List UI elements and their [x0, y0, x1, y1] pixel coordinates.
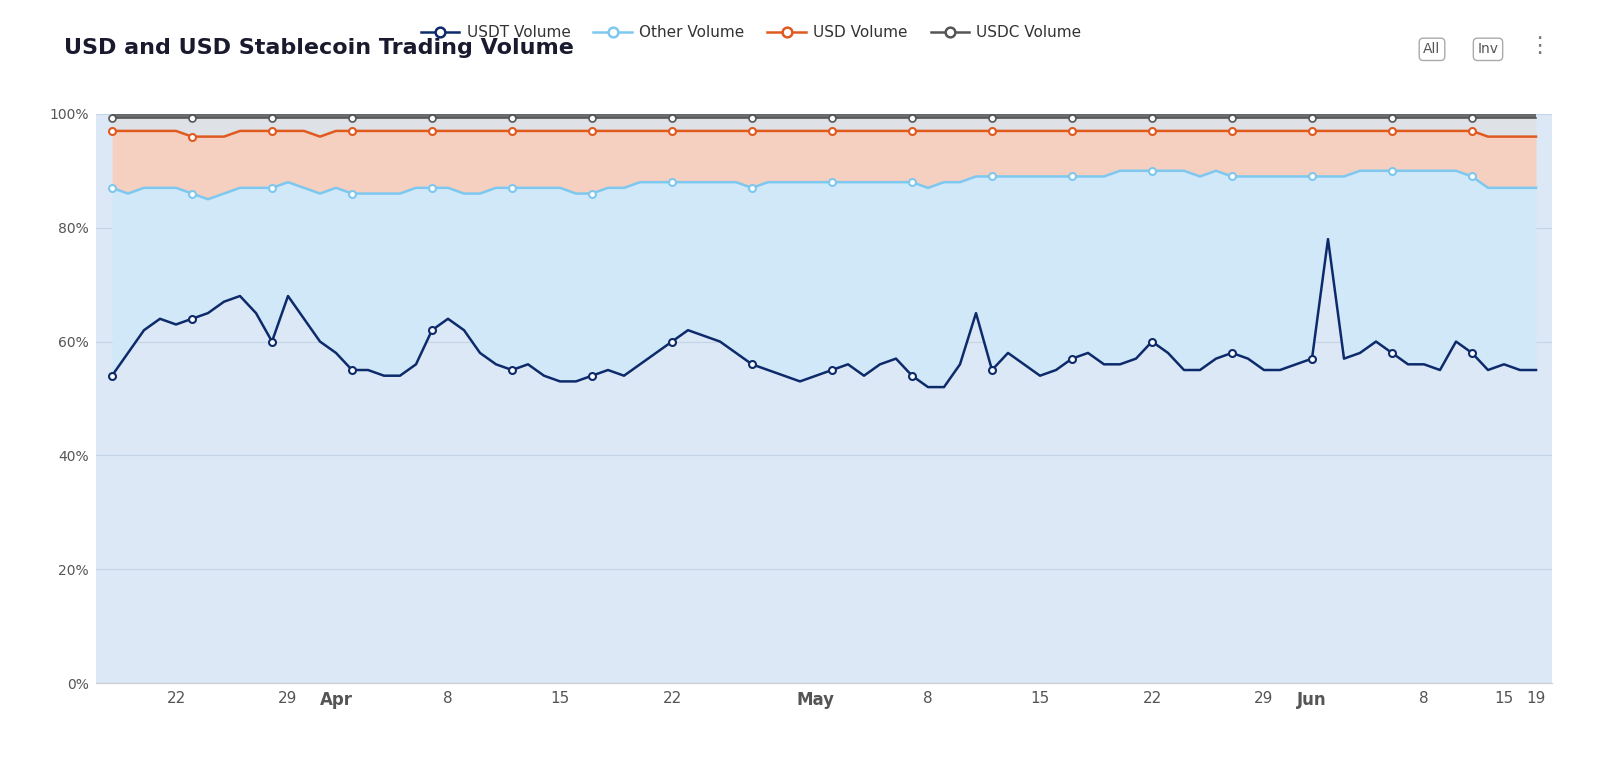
- Other Volume: [550, 183, 570, 192]
- USDT Volume: [1302, 354, 1322, 364]
- Other Volume: [1350, 166, 1370, 175]
- USDC Volume: [1462, 114, 1482, 123]
- Line: USD Volume: USD Volume: [109, 128, 1539, 140]
- Text: USD and USD Stablecoin Trading Volume: USD and USD Stablecoin Trading Volume: [64, 38, 574, 58]
- USD Volume: [550, 126, 570, 135]
- USDC Volume: [294, 114, 314, 123]
- Other Volume: [1110, 166, 1130, 175]
- Other Volume: [198, 194, 218, 203]
- USDT Volume: [1110, 360, 1130, 369]
- USDC Volume: [534, 114, 554, 123]
- USD Volume: [1110, 126, 1130, 135]
- USD Volume: [182, 132, 202, 141]
- USDC Volume: [1526, 114, 1546, 123]
- Text: Inv: Inv: [1477, 43, 1499, 56]
- Other Volume: [310, 189, 330, 198]
- USD Volume: [1478, 132, 1498, 141]
- Other Volume: [1318, 172, 1338, 181]
- USDT Volume: [1350, 348, 1370, 357]
- Other Volume: [1526, 183, 1546, 192]
- USD Volume: [1334, 126, 1354, 135]
- USD Volume: [1526, 132, 1546, 141]
- Text: ⋮: ⋮: [1528, 36, 1550, 55]
- Legend: USDT Volume, Other Volume, USD Volume, USDC Volume: USDT Volume, Other Volume, USD Volume, U…: [414, 19, 1088, 46]
- Line: Other Volume: Other Volume: [109, 167, 1539, 203]
- Line: USDT Volume: USDT Volume: [109, 235, 1539, 391]
- USDC Volume: [1094, 114, 1114, 123]
- USD Volume: [310, 132, 330, 141]
- USDT Volume: [1494, 360, 1514, 369]
- Other Volume: [102, 183, 122, 192]
- Line: USDC Volume: USDC Volume: [109, 115, 1539, 122]
- USDT Volume: [534, 371, 554, 380]
- USDT Volume: [1526, 366, 1546, 375]
- USDC Volume: [1318, 114, 1338, 123]
- USD Volume: [1302, 126, 1322, 135]
- USD Volume: [102, 126, 122, 135]
- USDC Volume: [102, 114, 122, 123]
- Other Volume: [1126, 166, 1146, 175]
- Text: All: All: [1424, 43, 1440, 56]
- USDT Volume: [918, 383, 938, 392]
- USDC Volume: [1286, 114, 1306, 123]
- Other Volume: [1494, 183, 1514, 192]
- USDT Volume: [294, 314, 314, 323]
- USDT Volume: [1318, 235, 1338, 244]
- USDT Volume: [102, 371, 122, 380]
